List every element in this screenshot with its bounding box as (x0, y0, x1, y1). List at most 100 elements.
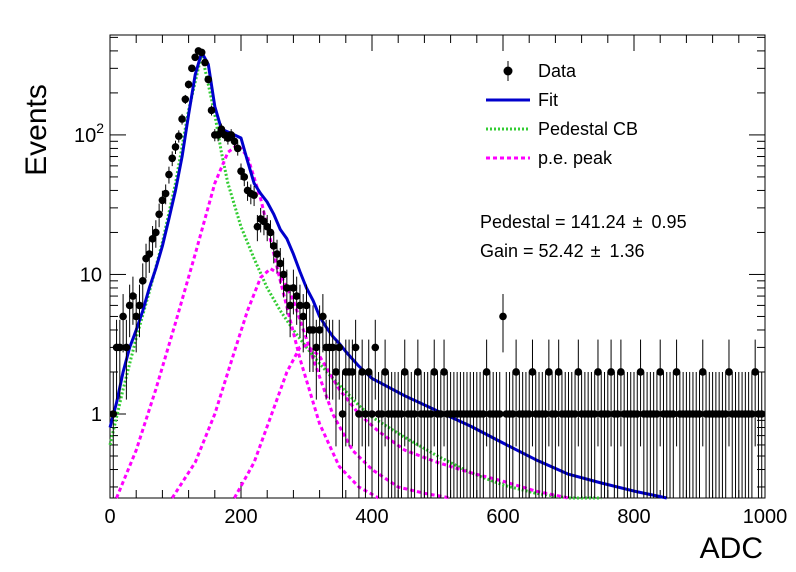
data-marker (571, 410, 579, 418)
data-point (718, 371, 727, 498)
data-point (453, 371, 461, 498)
data-point (348, 339, 357, 447)
data-marker (207, 106, 216, 115)
data-point (525, 371, 533, 498)
data-points (109, 47, 766, 498)
data-point (338, 371, 347, 498)
data-point (240, 168, 249, 187)
curve-p-e-peak-1 (115, 143, 380, 500)
data-marker (174, 132, 183, 140)
data-point (545, 339, 553, 447)
data-point (653, 371, 661, 498)
data-point (630, 371, 638, 498)
data-point (417, 371, 425, 498)
data-marker (656, 368, 664, 376)
data-marker (122, 343, 131, 352)
data-marker (250, 191, 258, 199)
x-tick-label: 200 (224, 506, 257, 528)
data-point (207, 105, 216, 116)
data-point (728, 371, 737, 498)
data-point (499, 294, 507, 353)
data-point (332, 339, 340, 447)
data-point (522, 371, 530, 498)
data-point (607, 339, 615, 447)
data-point (757, 371, 766, 498)
data-marker (214, 131, 222, 139)
data-marker (636, 368, 645, 376)
data-point (296, 284, 304, 338)
data-point (564, 371, 573, 498)
data-marker (669, 410, 678, 418)
data-point (165, 166, 173, 184)
data-point (731, 371, 740, 498)
curve-p-e-peak-2 (170, 267, 451, 500)
data-marker (201, 58, 209, 67)
data-point (692, 371, 701, 498)
data-marker (184, 80, 193, 89)
data-point (620, 371, 628, 498)
data-point (610, 371, 619, 498)
data-marker (188, 64, 196, 73)
data-point (191, 53, 199, 62)
data-marker (253, 222, 262, 231)
data-marker (145, 250, 154, 258)
y-tick-label: 102 (74, 120, 104, 147)
data-point (260, 210, 268, 236)
x-tick-label: 400 (355, 506, 388, 528)
data-point (476, 371, 484, 498)
legend-marker-point (503, 66, 513, 76)
data-point (463, 371, 471, 498)
data-point (312, 319, 321, 400)
data-marker (479, 410, 488, 418)
data-point (292, 276, 301, 325)
data-point (548, 371, 556, 498)
data-point (623, 371, 632, 498)
data-marker (279, 270, 288, 279)
data-point (119, 294, 127, 353)
data-point (574, 339, 583, 447)
data-point (662, 371, 671, 498)
data-marker (132, 312, 140, 321)
data-point (636, 339, 645, 447)
curve-fit (108, 50, 668, 500)
data-point (368, 371, 376, 498)
data-marker (695, 410, 704, 418)
data-point (351, 319, 360, 400)
x-tick-label: 800 (617, 506, 650, 528)
fit-curves (108, 50, 668, 500)
data-point (381, 339, 389, 447)
data-point (142, 243, 150, 279)
pedestal-pm: ± (633, 212, 643, 232)
data-marker (381, 368, 389, 376)
data-point (689, 371, 697, 498)
data-marker (541, 410, 550, 418)
data-point (571, 371, 579, 498)
data-point (482, 339, 491, 447)
data-point (378, 371, 386, 498)
data-point (443, 371, 452, 498)
data-point (158, 190, 167, 212)
data-marker (240, 173, 249, 181)
data-point (410, 371, 419, 498)
data-point (178, 113, 186, 125)
data-point (695, 371, 704, 498)
data-marker (355, 410, 363, 418)
data-point (656, 339, 664, 447)
legend-entry: Fit (486, 90, 558, 110)
x-axis-title: ADC (700, 532, 763, 565)
data-marker (171, 143, 180, 151)
data-marker (296, 301, 304, 310)
data-marker (319, 312, 327, 321)
data-marker (672, 368, 681, 376)
data-point (597, 371, 606, 498)
legend-label: Fit (538, 90, 558, 110)
legend-entry: p.e. peak (486, 148, 613, 168)
data-point (168, 151, 177, 167)
data-point (698, 339, 707, 447)
legend-label: Data (538, 61, 577, 81)
data-point (138, 263, 147, 306)
data-marker (499, 312, 507, 321)
data-point (702, 371, 710, 498)
data-marker (604, 410, 612, 418)
data-point (171, 140, 180, 155)
